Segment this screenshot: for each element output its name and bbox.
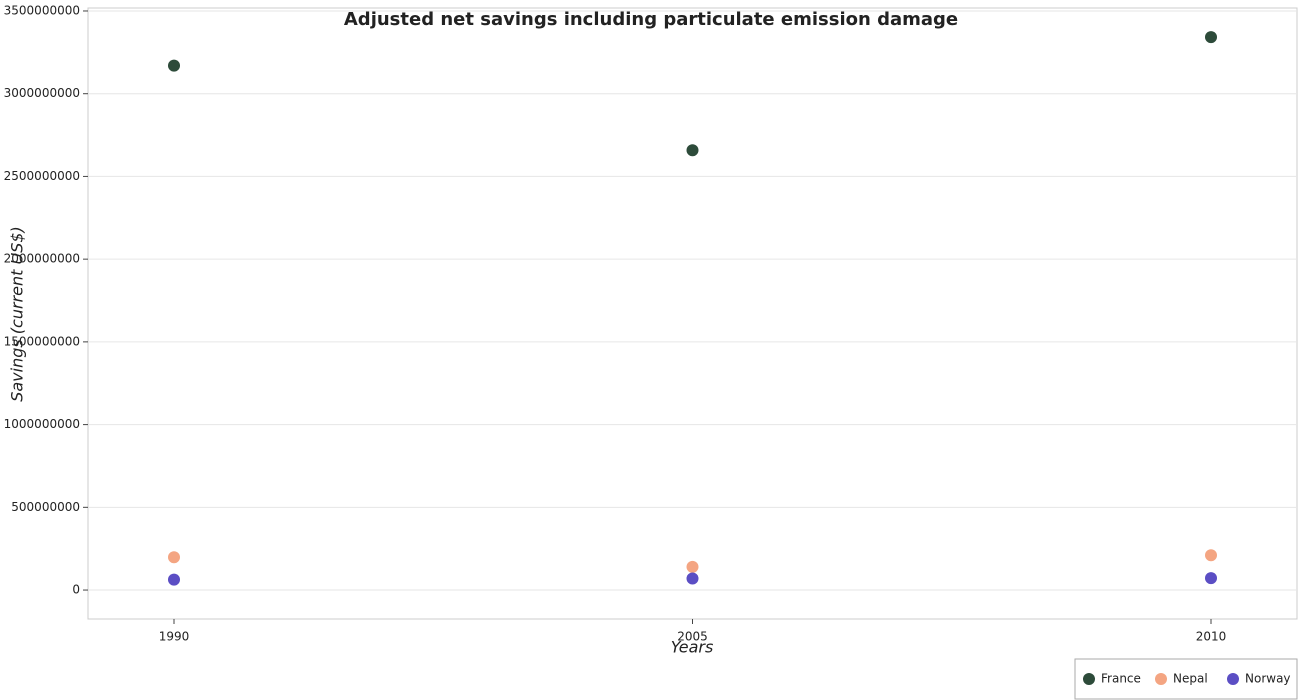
plot-area — [87, 7, 1298, 620]
x-tick-label: 2010 — [1196, 630, 1227, 644]
point — [686, 144, 699, 157]
point — [686, 560, 699, 573]
legend-marker — [1083, 673, 1095, 685]
x-tick-label: 2005 — [677, 630, 708, 644]
y-tick-label: 0 — [72, 583, 80, 597]
legend-box — [1074, 658, 1298, 700]
chart-title: Adjusted net savings including particula… — [344, 9, 958, 30]
point — [168, 551, 180, 564]
legend-marker — [1227, 673, 1239, 685]
point — [168, 59, 180, 72]
point — [686, 572, 699, 585]
y-tick-label: 2500000000 — [4, 169, 80, 183]
legend-label: Norway — [1245, 672, 1291, 686]
y-tick-label: 500000000 — [11, 500, 80, 514]
y-tick-label: 1500000000 — [4, 334, 80, 348]
point — [1205, 549, 1217, 562]
y-tick-label: 1000000000 — [4, 417, 80, 431]
point — [168, 573, 180, 586]
y-tick-label: 2000000000 — [4, 252, 80, 266]
x-axis-label: Years — [671, 638, 714, 657]
legend-marker — [1155, 673, 1167, 685]
legend-label: France — [1101, 672, 1141, 686]
y-tick-label: 3500000000 — [4, 3, 80, 17]
point — [1205, 31, 1217, 44]
point — [1205, 572, 1217, 585]
y-tick-label: 3000000000 — [4, 86, 80, 100]
x-tick-label: 1990 — [159, 630, 190, 644]
legend-label: Nepal — [1173, 672, 1208, 686]
y-axis-label: Savings (current US$) — [8, 226, 27, 402]
